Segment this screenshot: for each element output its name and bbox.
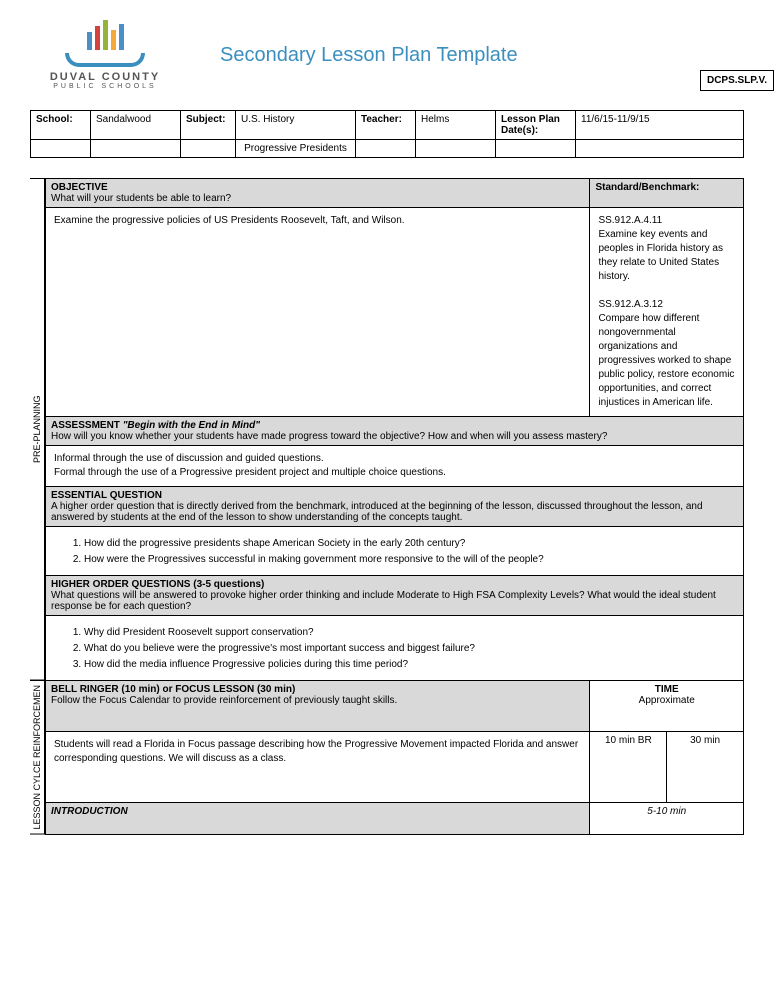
- bellringer-body: Students will read a Florida in Focus pa…: [46, 731, 590, 803]
- dates-value: 11/6/15-11/9/15: [576, 111, 744, 140]
- logo-text-2: PUBLIC SCHOOLS: [30, 83, 180, 90]
- assessment-title: ASSESSMENT: [51, 420, 120, 431]
- school-label: School:: [31, 111, 91, 140]
- bellringer-sub: Follow the Focus Calendar to provide rei…: [51, 695, 397, 706]
- teacher-label: Teacher:: [356, 111, 416, 140]
- hoq-sub: What questions will be answered to provo…: [51, 590, 716, 612]
- time-1: 10 min BR: [590, 731, 667, 803]
- subject-value-2: Progressive Presidents: [236, 140, 356, 158]
- preplanning-table: OBJECTIVE What will your students be abl…: [45, 178, 744, 681]
- lesson-table: BELL RINGER (10 min) or FOCUS LESSON (30…: [45, 680, 744, 835]
- subject-value: U.S. History: [236, 111, 356, 140]
- doc-code: DCPS.SLP.V.: [700, 70, 774, 91]
- school-logo: DUVAL COUNTY PUBLIC SCHOOLS: [30, 20, 180, 90]
- intro-time: 5-10 min: [590, 803, 744, 834]
- standard-title: Standard/Benchmark:: [590, 179, 744, 208]
- standard-body: SS.912.A.4.11 Examine key events and peo…: [590, 208, 744, 417]
- dates-label: Lesson Plan Date(s):: [496, 111, 576, 140]
- time-title: TIME Approximate: [590, 681, 744, 732]
- objective-sub: What will your students be able to learn…: [51, 193, 231, 204]
- lesson-side-label: LESSON CYLCE REINFORCEMEN: [30, 680, 45, 835]
- logo-text-1: DUVAL COUNTY: [30, 71, 180, 83]
- essential-title: ESSENTIAL QUESTION: [51, 490, 162, 501]
- info-table: School: Sandalwood Subject: U.S. History…: [30, 110, 744, 158]
- preplanning-side-label: PRE-PLANNING: [30, 178, 45, 681]
- hoq-body: Why did President Roosevelt support cons…: [46, 616, 744, 681]
- time-2: 30 min: [667, 731, 744, 803]
- subject-label: Subject:: [181, 111, 236, 140]
- objective-title: OBJECTIVE: [51, 182, 108, 193]
- assessment-sub: How will you know whether your students …: [51, 431, 607, 442]
- hoq-title: HIGHER ORDER QUESTIONS (3-5 questions): [51, 579, 264, 590]
- essential-body: How did the progressive presidents shape…: [46, 527, 744, 576]
- teacher-value: Helms: [416, 111, 496, 140]
- essential-sub: A higher order question that is directly…: [51, 501, 703, 523]
- intro-title: INTRODUCTION: [46, 803, 590, 834]
- assessment-quote: "Begin with the End in Mind": [123, 420, 260, 431]
- school-value: Sandalwood: [91, 111, 181, 140]
- page-title: Secondary Lesson Plan Template: [220, 44, 518, 67]
- assessment-body: Informal through the use of discussion a…: [46, 446, 744, 487]
- objective-body: Examine the progressive policies of US P…: [46, 208, 590, 417]
- bellringer-title: BELL RINGER (10 min) or FOCUS LESSON (30…: [51, 684, 295, 695]
